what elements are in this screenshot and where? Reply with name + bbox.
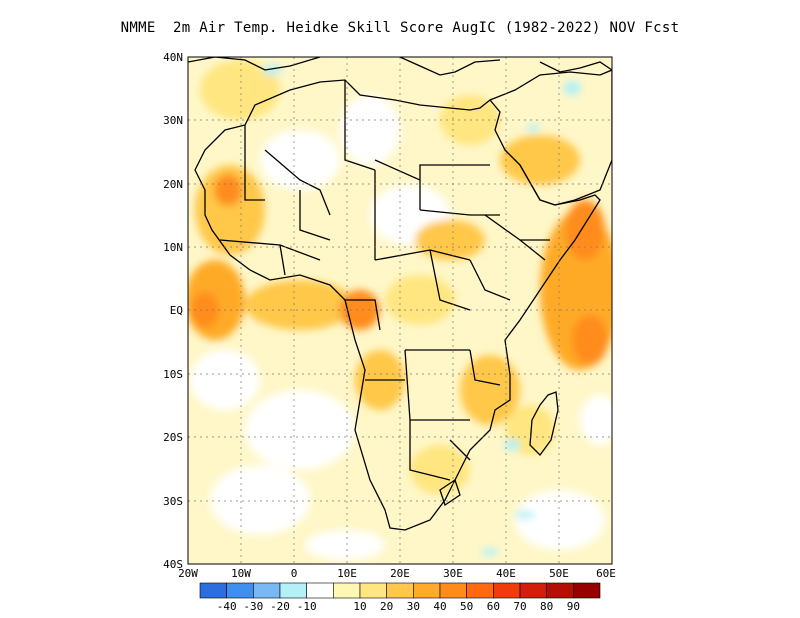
lat-label: 10S [163, 368, 183, 381]
colorbar-labels: -40 -30 -20 -10 10 20 30 40 50 60 70 80 90 [217, 600, 580, 613]
colorbar-label: -30 [243, 600, 263, 613]
colorbar-swatch [333, 582, 361, 599]
colorbar-swatch [226, 582, 254, 599]
colorbar [199, 582, 601, 599]
lon-label: 30E [443, 567, 463, 580]
colorbar-swatch [306, 582, 334, 599]
colorbar-label: 90 [567, 600, 580, 613]
colorbar-label: 30 [407, 600, 420, 613]
lat-label: 10N [163, 241, 183, 254]
lat-label: 30N [163, 114, 183, 127]
lat-label: 40N [163, 51, 183, 64]
lon-label: 60E [596, 567, 616, 580]
colorbar-label: -20 [270, 600, 290, 613]
colorbar-swatch [279, 582, 307, 599]
lon-label: 40E [496, 567, 516, 580]
lon-label: 20W [178, 567, 198, 580]
plot-frame [187, 56, 613, 565]
lat-label: EQ [170, 304, 183, 317]
colorbar-swatch [253, 582, 281, 599]
coastlines [188, 57, 612, 531]
colorbar-swatch [386, 582, 414, 599]
colorbar-swatch [199, 582, 227, 599]
colorbar-label: -10 [297, 600, 317, 613]
lat-label: 30S [163, 495, 183, 508]
colorbar-label: 80 [540, 600, 553, 613]
colorbar-swatch [359, 582, 387, 599]
colorbar-swatch [413, 582, 441, 599]
lat-axis: 40N 30N 20N 10N EQ 10S 20S 30S 40S [163, 51, 183, 571]
lon-label: 50E [549, 567, 569, 580]
colorbar-label: 50 [460, 600, 473, 613]
colorbar-label: 20 [380, 600, 393, 613]
colorbar-swatch [439, 582, 467, 599]
colorbar-swatch [546, 582, 574, 599]
colorbar-swatch [466, 582, 494, 599]
skill-field [188, 57, 612, 564]
colorbar-label: 70 [513, 600, 526, 613]
colorbar-label: 60 [487, 600, 500, 613]
map-title: NMME 2m Air Temp. Heidke Skill Score Aug… [120, 20, 680, 36]
lat-label: 20S [163, 431, 183, 444]
colorbar-label: 10 [353, 600, 366, 613]
lon-label: 10E [337, 567, 357, 580]
colorbar-label: -40 [217, 600, 237, 613]
colorbar-swatch [573, 582, 601, 599]
lon-label: 20E [390, 567, 410, 580]
lon-label: 10W [231, 567, 251, 580]
lat-label: 20N [163, 178, 183, 191]
gridlines [188, 57, 612, 564]
colorbar-swatch [493, 582, 521, 599]
colorbar-label: 40 [433, 600, 446, 613]
lat-label: 40S [163, 558, 183, 571]
colorbar-swatch [519, 582, 547, 599]
lon-label: 0 [291, 567, 298, 580]
lon-axis: 20W 10W 0 10E 20E 30E 40E 50E 60E [178, 567, 616, 580]
